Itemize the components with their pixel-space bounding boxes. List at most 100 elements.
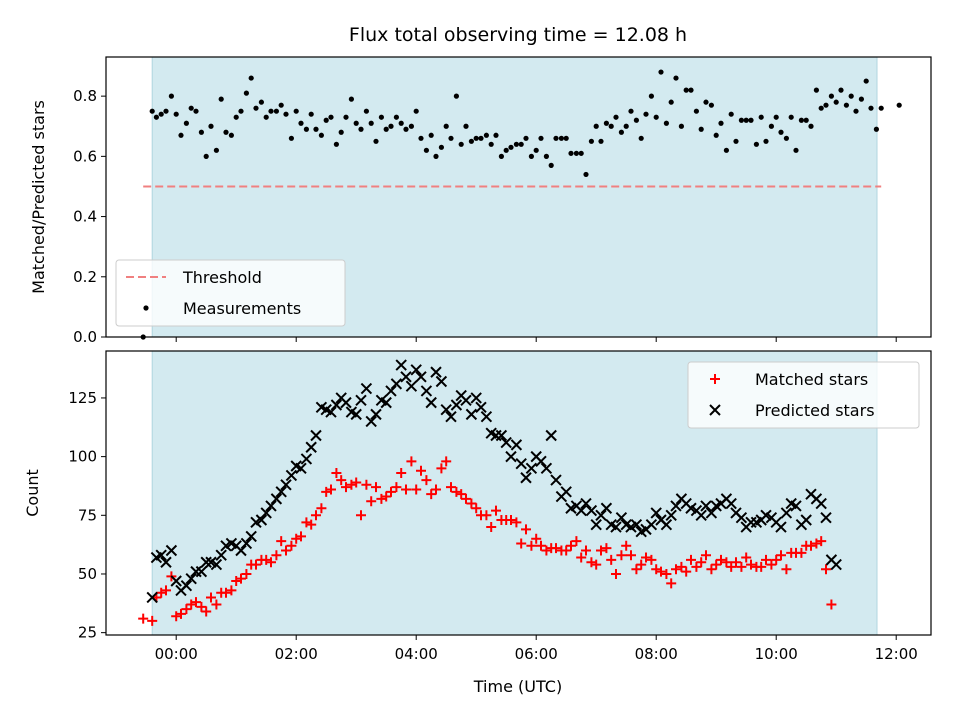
data-point	[281, 545, 291, 556]
data-point	[736, 561, 747, 572]
y-tick-label: 0.0	[73, 328, 97, 346]
data-point	[448, 135, 454, 141]
data-point	[235, 544, 247, 557]
data-point	[360, 382, 373, 395]
data-point	[405, 380, 418, 392]
legend-threshold-label: Threshold	[182, 268, 262, 287]
data-point	[325, 406, 337, 418]
data-point	[253, 105, 259, 111]
data-point	[226, 585, 237, 596]
data-point	[423, 147, 429, 153]
data-point	[858, 96, 865, 102]
data-point	[445, 411, 457, 423]
data-point	[523, 135, 529, 141]
data-point	[681, 566, 692, 577]
data-point	[191, 597, 201, 608]
data-point	[350, 408, 362, 421]
data-point	[828, 93, 835, 99]
data-point	[193, 108, 199, 114]
data-point	[673, 75, 679, 81]
data-point	[713, 132, 719, 138]
data-point	[383, 126, 389, 132]
y-tick-label: 0.6	[73, 147, 97, 165]
data-point	[728, 111, 734, 117]
data-point	[400, 371, 412, 383]
data-point	[738, 117, 745, 123]
data-point	[896, 102, 902, 108]
data-point	[168, 93, 174, 99]
count-panel: 25 50 75 100 125 00:00 02:00 04:00 06:00 08:00 10:…	[23, 350, 932, 663]
series-predicted-stars	[146, 359, 842, 604]
data-point	[510, 439, 523, 451]
data-point	[381, 491, 392, 502]
data-point	[721, 557, 732, 568]
x-tick-label: 04:00	[395, 645, 438, 663]
data-point	[551, 543, 561, 554]
data-point	[735, 511, 748, 524]
data-point	[843, 102, 850, 108]
data-point	[390, 378, 403, 390]
data-point	[878, 105, 884, 111]
legend-measurements-label: Measurements	[183, 299, 301, 318]
data-point	[696, 557, 707, 568]
data-point	[533, 147, 539, 153]
data-point	[756, 561, 767, 572]
data-point	[450, 399, 463, 411]
data-point	[293, 108, 299, 114]
data-point	[813, 87, 820, 93]
data-point	[550, 474, 562, 486]
legend-box	[115, 259, 346, 327]
data-point	[410, 364, 422, 376]
data-point	[746, 559, 756, 570]
data-point	[606, 554, 617, 565]
data-point	[583, 171, 589, 178]
data-point	[783, 135, 790, 141]
data-point	[600, 502, 613, 514]
data-point	[278, 102, 284, 108]
data-point	[706, 564, 717, 575]
legend-matched-swatch	[710, 374, 720, 384]
data-point	[808, 123, 814, 129]
data-point	[430, 366, 442, 378]
data-point	[431, 484, 441, 495]
data-point	[711, 559, 722, 570]
data-point	[418, 135, 424, 141]
data-point	[341, 482, 351, 493]
data-point	[363, 108, 369, 114]
data-point	[176, 608, 186, 619]
data-point	[336, 475, 347, 486]
data-point	[601, 543, 612, 554]
data-point	[378, 114, 384, 120]
x-tick-label: 10:00	[755, 645, 798, 663]
data-point	[265, 500, 277, 512]
data-point	[776, 550, 786, 561]
data-point	[238, 108, 244, 114]
data-point	[351, 477, 362, 488]
data-point	[618, 129, 625, 135]
data-point	[343, 114, 349, 120]
data-point	[481, 510, 492, 521]
data-point	[158, 111, 164, 117]
data-point	[598, 138, 604, 144]
data-point	[183, 120, 189, 126]
data-point	[790, 500, 802, 512]
data-point	[461, 493, 471, 504]
data-point	[318, 132, 324, 138]
data-point	[723, 147, 730, 153]
data-point	[705, 507, 718, 519]
data-point	[366, 496, 377, 507]
data-point	[425, 396, 437, 409]
data-point	[280, 479, 292, 491]
data-point	[603, 120, 610, 126]
data-point	[328, 114, 334, 120]
data-point	[503, 147, 509, 153]
data-point	[215, 549, 227, 561]
legend-predicted-swatch	[709, 404, 721, 416]
data-point	[438, 144, 444, 150]
data-point	[471, 503, 482, 514]
data-point	[743, 117, 749, 123]
data-point	[271, 550, 282, 561]
data-point	[361, 479, 372, 490]
x-tick-label: 00:00	[155, 645, 198, 663]
data-point	[323, 117, 329, 123]
